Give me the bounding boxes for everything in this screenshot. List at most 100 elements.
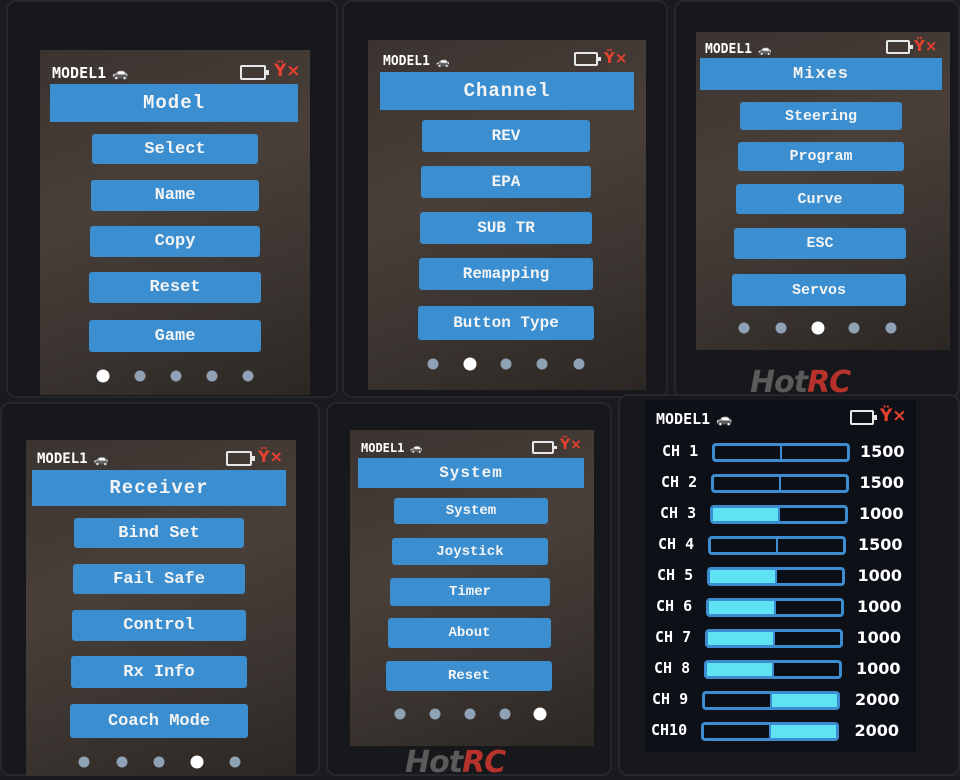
- channel-bar-fill: [770, 725, 836, 738]
- channel-label: CH10: [651, 721, 688, 739]
- screen-1-page-dot-1[interactable]: [96, 369, 110, 383]
- channel-value: 1000: [856, 659, 901, 678]
- screen-5-page-dot-5[interactable]: [533, 707, 547, 721]
- channel-bar: [712, 443, 850, 462]
- screen-6-status-bar: MODEL1 🚗: [656, 410, 732, 428]
- screen-3-menu-item-steering[interactable]: Steering: [740, 102, 902, 130]
- channel-bar: [711, 474, 849, 493]
- screen-4-battery-icon: [226, 451, 255, 466]
- screen-3-page-dot-1[interactable]: [738, 322, 750, 334]
- screen-5-page-dot-2[interactable]: [429, 708, 441, 720]
- channel-label: CH 4: [658, 535, 695, 553]
- screen-2-model-name: MODEL1: [383, 54, 430, 69]
- screen-1-page-dot-4[interactable]: [206, 370, 218, 382]
- screen-4-car-icon: 🚗: [93, 452, 109, 466]
- channel-bar-center-mark: [775, 570, 777, 583]
- screen-4-menu-item-bind-set[interactable]: Bind Set: [74, 518, 244, 548]
- screen-2-page-dot-1[interactable]: [427, 358, 439, 370]
- channel-label: CH 1: [662, 442, 699, 460]
- screen-5-menu-item-about[interactable]: About: [388, 618, 551, 648]
- screen-5-menu-item-joystick[interactable]: Joystick: [392, 538, 548, 565]
- screen-4-menu-item-control[interactable]: Control: [72, 610, 246, 641]
- screen-5-battery-icon: [532, 441, 557, 454]
- channel-label: CH 3: [660, 504, 697, 522]
- screen-2-menu-item-sub-tr[interactable]: SUB TR: [420, 212, 592, 244]
- screen-2-page-dot-3[interactable]: [500, 358, 512, 370]
- screen-5-status-bar: MODEL1 🚗: [361, 441, 423, 455]
- screen-2-menu-item-rev[interactable]: REV: [422, 120, 590, 152]
- screen-1-page-dot-3[interactable]: [170, 370, 182, 382]
- screen-1-car-icon: 🚗: [112, 65, 129, 81]
- channel-bar-fill: [709, 601, 775, 614]
- channel-bar: [701, 722, 839, 741]
- screen-5-menu-item-timer[interactable]: Timer: [390, 578, 550, 606]
- screen-2-car-icon: 🚗: [435, 55, 450, 68]
- channel-bar-center-mark: [773, 632, 775, 645]
- screen-3-page-dot-5[interactable]: [885, 322, 897, 334]
- screen-4-page-dot-4[interactable]: [190, 755, 204, 769]
- channel-bar-center-mark: [779, 477, 781, 490]
- screen-3-menu-item-servos[interactable]: Servos: [732, 274, 906, 306]
- screen-4-menu-item-fail-safe[interactable]: Fail Safe: [73, 564, 245, 594]
- channel-bar-center-mark: [774, 601, 776, 614]
- screen-3-menu-item-curve[interactable]: Curve: [736, 184, 904, 214]
- screen-6-battery-icon: [850, 410, 877, 425]
- screen-5-model-name: MODEL1: [361, 441, 405, 455]
- channel-bar-fill: [771, 694, 837, 707]
- screen-4-page-dot-3[interactable]: [153, 756, 165, 768]
- screen-3-page-dot-4[interactable]: [848, 322, 860, 334]
- screen-3-menu-item-program[interactable]: Program: [738, 142, 904, 171]
- screen-3-status-bar: MODEL1 🚗: [705, 42, 772, 57]
- screen-1-menu-item-reset[interactable]: Reset: [89, 272, 261, 303]
- screen-1-page-dot-2[interactable]: [134, 370, 146, 382]
- channel-bar: [710, 505, 848, 524]
- screen-2-menu-title: Channel: [380, 72, 634, 110]
- channel-label: CH 9: [652, 690, 689, 708]
- screen-4-menu-item-rx-info[interactable]: Rx Info: [71, 656, 247, 688]
- screen-1-model-name: MODEL1: [52, 64, 107, 82]
- channel-label: CH 5: [657, 566, 694, 584]
- screen-5-menu-item-system[interactable]: System: [394, 498, 548, 524]
- channel-label: CH 8: [654, 659, 691, 677]
- screen-3-page-dot-3[interactable]: [811, 321, 825, 335]
- screen-2-battery-icon: [574, 52, 601, 66]
- screen-3-antenna-no-signal-icon: Ϋ×: [914, 37, 938, 55]
- screen-5-menu-title: System: [358, 458, 584, 488]
- screen-3-model-name: MODEL1: [705, 42, 752, 57]
- screen-2-menu-item-remapping[interactable]: Remapping: [419, 258, 593, 290]
- screen-4-page-dot-5[interactable]: [229, 756, 241, 768]
- channel-value: 1000: [856, 628, 902, 647]
- channel-label: CH 7: [655, 628, 692, 646]
- screen-2-menu-item-button-type[interactable]: Button Type: [418, 306, 594, 340]
- screen-1-menu-item-game[interactable]: Game: [89, 320, 261, 352]
- screen-5-page-dot-1[interactable]: [394, 708, 406, 720]
- channel-label: CH 2: [661, 473, 698, 491]
- screen-2-page-dot-4[interactable]: [536, 358, 548, 370]
- channel-value: 1000: [857, 566, 903, 585]
- screen-1-page-dot-5[interactable]: [242, 370, 254, 382]
- screen-5-page-dot-3[interactable]: [464, 708, 476, 720]
- screen-5-hotrc-logo: HotRC: [405, 745, 506, 780]
- screen-5-page-dot-4[interactable]: [499, 708, 511, 720]
- screen-4-page-dot-1[interactable]: [78, 756, 90, 768]
- screen-1-menu-item-name[interactable]: Name: [91, 180, 259, 211]
- screen-1-menu-item-copy[interactable]: Copy: [90, 226, 260, 257]
- channel-bar: [708, 536, 846, 555]
- screen-2-page-dot-5[interactable]: [573, 358, 585, 370]
- screen-5-car-icon: 🚗: [410, 442, 423, 454]
- channel-bar: [704, 660, 842, 679]
- screen-3-page-dot-2[interactable]: [775, 322, 787, 334]
- channel-bar-center-mark: [770, 694, 772, 707]
- screen-1-menu-item-select[interactable]: Select: [92, 134, 258, 164]
- channel-value: 1500: [859, 473, 905, 492]
- channel-bar-fill: [713, 508, 779, 521]
- screen-4-menu-item-coach-mode[interactable]: Coach Mode: [70, 704, 248, 738]
- screen-4-page-dot-2[interactable]: [116, 756, 128, 768]
- screen-4-status-bar: MODEL1 🚗: [37, 451, 109, 467]
- screen-5-menu-item-reset[interactable]: Reset: [386, 661, 552, 691]
- channel-bar-fill: [708, 632, 774, 645]
- screen-1-antenna-no-signal-icon: Ϋ×: [274, 61, 301, 81]
- screen-3-menu-item-esc[interactable]: ESC: [734, 228, 906, 259]
- screen-2-menu-item-epa[interactable]: EPA: [421, 166, 591, 198]
- screen-2-page-dot-2[interactable]: [463, 357, 477, 371]
